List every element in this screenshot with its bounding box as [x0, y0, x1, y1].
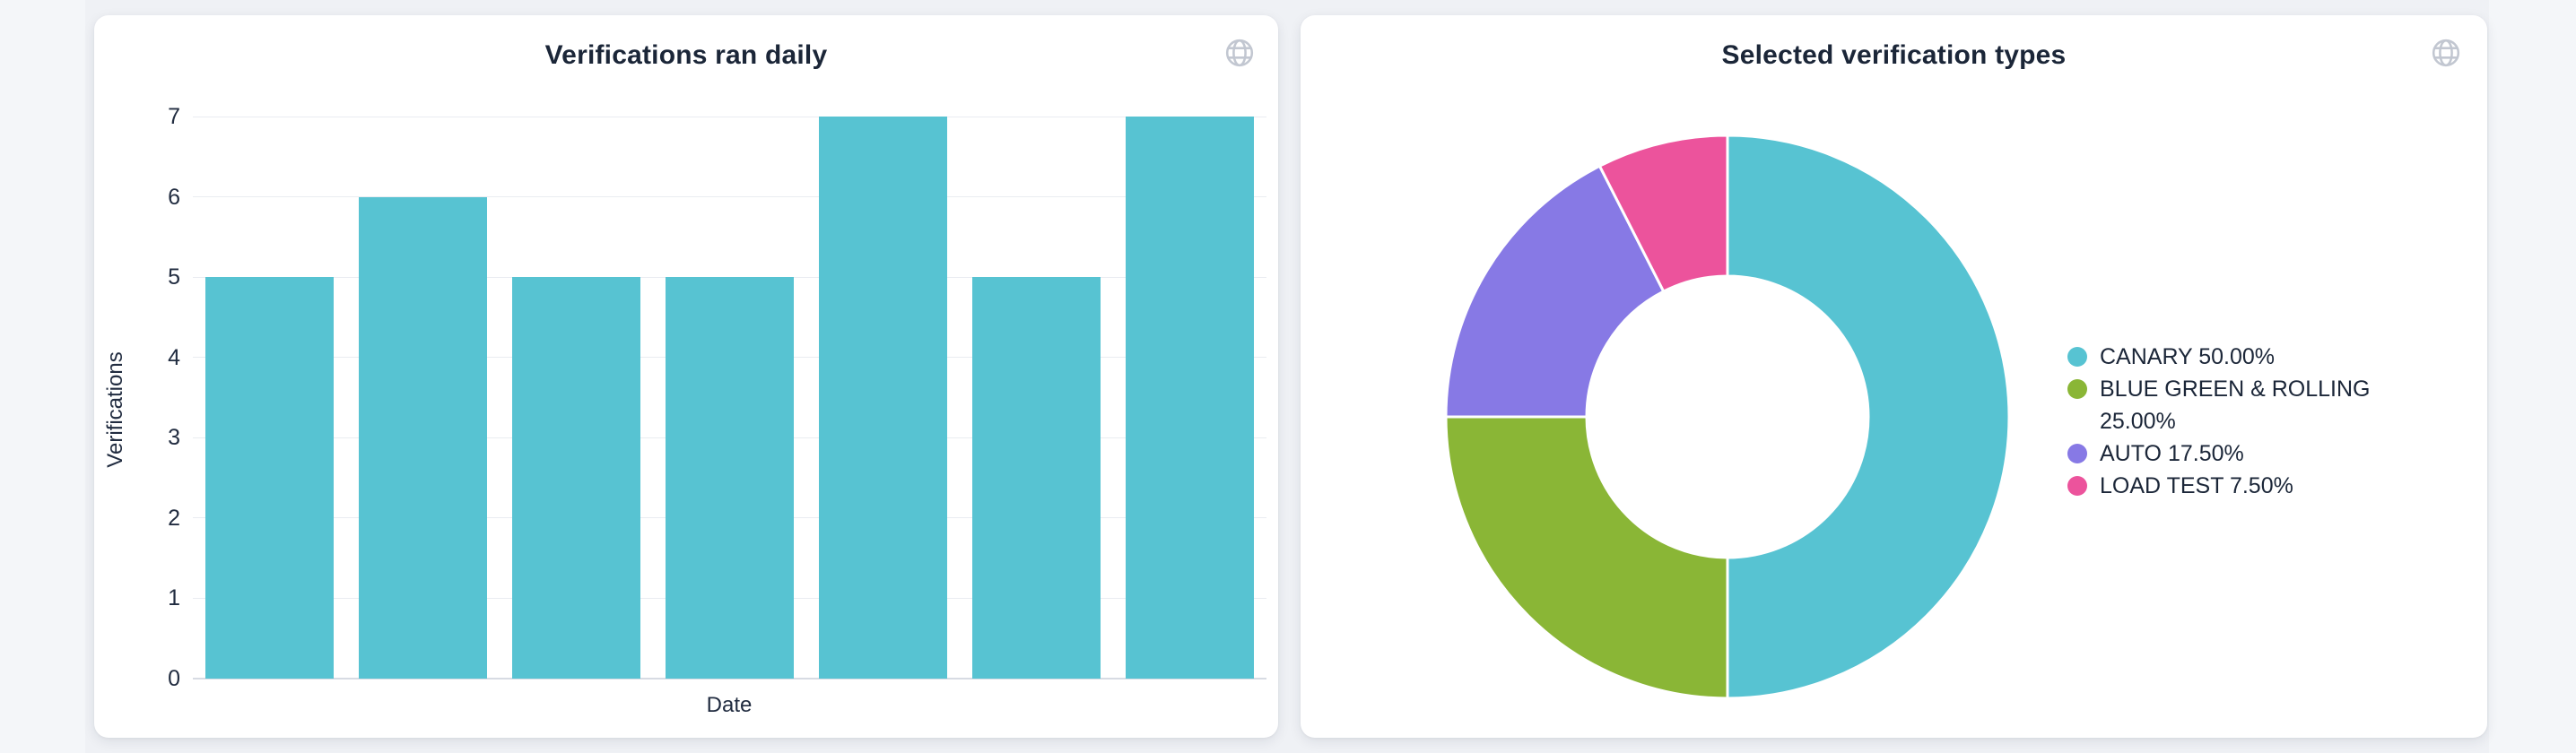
- y-tick-label: 4: [168, 344, 180, 370]
- globe-icon-glyph: [1225, 39, 1254, 67]
- donut-slice-auto[interactable]: [1444, 164, 1666, 419]
- y-tick-label: 1: [168, 585, 180, 611]
- y-tick-label: 2: [168, 505, 180, 531]
- y-tick-label: 0: [168, 666, 180, 691]
- y-tick-label: 6: [168, 184, 180, 210]
- globe-icon[interactable]: [1224, 38, 1255, 68]
- legend-dot-load-test: [2067, 476, 2087, 496]
- bar-2[interactable]: [358, 196, 488, 679]
- legend-label: BLUE GREEN & ROLLING 25.00%: [2100, 376, 2371, 434]
- x-axis-title: Date: [706, 693, 753, 717]
- legend-label: AUTO 17.50%: [2100, 441, 2244, 466]
- bar-chart-plot-area: 0 1 2 3 4 5 6 7: [168, 104, 1266, 691]
- gridline: [193, 276, 1266, 278]
- card-selected-verification-types: Selected verification types CANARY 50.00…: [1301, 15, 2487, 738]
- bar-3[interactable]: [511, 277, 641, 679]
- legend-item-load-test[interactable]: LOAD TEST 7.50%: [2067, 470, 2377, 502]
- x-axis-line: [193, 678, 1266, 679]
- y-tick-label: 5: [168, 264, 180, 290]
- legend-dot-auto: [2067, 444, 2087, 463]
- legend-item-canary[interactable]: CANARY 50.00%: [2067, 341, 2377, 373]
- bar-6[interactable]: [971, 277, 1101, 679]
- legend-item-auto[interactable]: AUTO 17.50%: [2067, 437, 2377, 470]
- bar-4[interactable]: [665, 277, 795, 679]
- globe-icon[interactable]: [2431, 38, 2461, 68]
- gridline: [193, 196, 1266, 198]
- legend-dot-blue-green-rolling: [2067, 379, 2087, 399]
- legend-label: LOAD TEST 7.50%: [2100, 473, 2293, 498]
- donut-slice-load-test[interactable]: [1597, 134, 1729, 293]
- legend-item-blue-green-rolling[interactable]: BLUE GREEN & ROLLING 25.00%: [2067, 373, 2377, 437]
- bar-7[interactable]: [1125, 117, 1255, 679]
- bar-1[interactable]: [205, 277, 335, 679]
- globe-icon-glyph: [2432, 39, 2460, 67]
- legend-dot-canary: [2067, 347, 2087, 367]
- donut-slice-blue-green-rolling[interactable]: [1444, 415, 1729, 700]
- legend-label: CANARY 50.00%: [2100, 344, 2276, 369]
- y-tick-label: 7: [168, 104, 180, 129]
- donut-chart-title: Selected verification types: [1721, 40, 2067, 70]
- bar-5[interactable]: [818, 117, 948, 679]
- bar-chart-title: Verifications ran daily: [544, 40, 828, 70]
- donut-chart: [1444, 134, 2011, 700]
- chart-legend: CANARY 50.00% BLUE GREEN & ROLLING 25.00%…: [2067, 341, 2377, 502]
- y-tick-label: 3: [168, 425, 180, 451]
- donut-slice-canary[interactable]: [1726, 134, 2011, 700]
